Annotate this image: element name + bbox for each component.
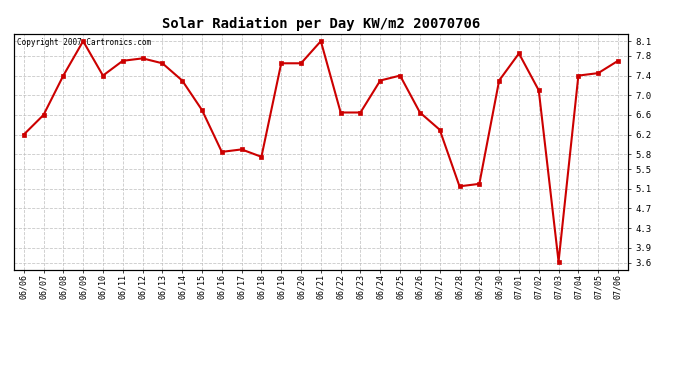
Title: Solar Radiation per Day KW/m2 20070706: Solar Radiation per Day KW/m2 20070706 bbox=[161, 17, 480, 31]
Text: Copyright 2007 Cartronics.com: Copyright 2007 Cartronics.com bbox=[17, 39, 151, 48]
